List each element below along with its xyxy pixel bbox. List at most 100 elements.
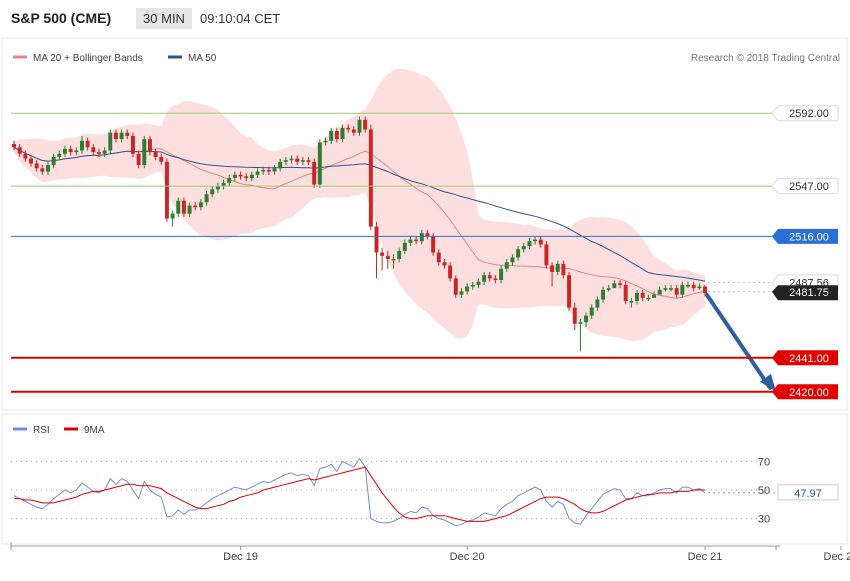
candle-body: [34, 163, 39, 169]
candle-body: [425, 233, 430, 237]
candles: [12, 116, 707, 352]
candle-body: [431, 236, 436, 253]
level-label-1: 2547.00: [789, 181, 829, 193]
candle-body: [221, 182, 226, 187]
candle-body: [323, 140, 328, 143]
candle-body: [391, 259, 396, 261]
candle-body: [261, 169, 266, 172]
level-label-box-2: [772, 228, 838, 244]
candle-body: [436, 252, 441, 263]
candle-body: [680, 284, 685, 295]
projection-arrow: [705, 293, 772, 390]
rsi-level-label-0: 70: [758, 456, 770, 468]
candle-body: [510, 257, 515, 263]
ma20-legend-label: MA 20 + Bollinger Bands: [33, 53, 143, 64]
candle-body: [408, 239, 413, 243]
candle-body: [238, 174, 243, 177]
candle-body: [283, 160, 288, 162]
candle-body: [629, 301, 634, 303]
candle-body: [419, 233, 424, 242]
candle-body: [652, 294, 657, 298]
candle-body: [487, 275, 492, 279]
level-label-box-6: [772, 384, 838, 400]
candle-body: [17, 147, 22, 154]
header-time: 09:10:04 CET: [200, 11, 280, 26]
rsi-level-label-2: 30: [758, 514, 770, 526]
ma9-line: [14, 466, 705, 522]
candle-body: [368, 129, 373, 227]
candle-body: [448, 265, 453, 279]
candle-body: [533, 239, 538, 242]
candle-body: [618, 283, 623, 285]
candle-body: [663, 288, 668, 290]
candle-body: [176, 200, 181, 214]
candle-body: [136, 153, 141, 166]
candle-body: [584, 315, 589, 323]
candle-body: [272, 168, 277, 172]
candle-body: [68, 148, 73, 153]
candle-body: [555, 263, 560, 272]
level-label-5: 2441.00: [789, 353, 829, 365]
candle-body: [29, 158, 33, 164]
x-tick-label-0: Dec 19: [223, 551, 258, 563]
candle-body: [686, 284, 690, 287]
candle-body: [453, 278, 458, 295]
candle-body: [380, 252, 385, 256]
candle-body: [130, 135, 135, 154]
rsi-current-label: 47.97: [794, 488, 822, 500]
level-label-4: 2481.75: [789, 287, 829, 299]
candle-body: [504, 262, 509, 269]
timeframe-badge[interactable]: [136, 8, 192, 29]
candle-body: [459, 291, 464, 295]
projection-arrowhead: [760, 373, 776, 392]
candle-body: [102, 150, 107, 154]
candle-body: [465, 286, 470, 292]
candle-body: [266, 169, 271, 172]
candle-body: [96, 152, 101, 154]
level-label-box-1: [771, 178, 839, 195]
candle-body: [159, 156, 164, 162]
candle-body: [589, 307, 594, 316]
candle-body: [12, 144, 16, 148]
candle-body: [79, 140, 84, 151]
candle-body: [493, 278, 498, 281]
candle-body: [606, 288, 611, 290]
candle-body: [703, 286, 707, 294]
timeframe-label: 30 MIN: [143, 11, 185, 26]
x-tick-label-1: Dec 20: [450, 551, 485, 563]
candle-body: [516, 249, 521, 258]
candle-body: [317, 142, 322, 185]
candle-body: [312, 161, 317, 185]
candle-body: [340, 127, 345, 140]
candle-body: [153, 152, 158, 157]
candle-body: [300, 160, 305, 162]
rsi-current-box: [777, 484, 839, 501]
candle-body: [612, 283, 617, 289]
candle-body: [567, 275, 572, 308]
rsi-chart: 70 50 30 47.97: [11, 456, 839, 527]
candle-body: [244, 176, 249, 179]
candle-body: [476, 281, 481, 285]
candle-body: [40, 168, 45, 172]
x-axis: Dec 19 Dec 20 Dec 21 Dec 22: [10, 542, 850, 563]
candle-body: [255, 171, 260, 175]
candle-body: [521, 246, 526, 250]
candle-body: [346, 127, 351, 130]
ma9-legend-label: 9MA: [84, 425, 105, 436]
candle-body: [147, 139, 152, 153]
bollinger-band: [14, 68, 705, 341]
candle-body: [601, 289, 606, 300]
candle-body: [289, 158, 294, 161]
candle-body: [640, 293, 645, 298]
candle-body: [227, 178, 232, 183]
candle-body: [170, 213, 175, 219]
candle-body: [142, 139, 147, 166]
candle-body: [23, 153, 28, 159]
rsi-level-label-1: 50: [758, 485, 770, 497]
level-label-box-0: [771, 105, 839, 122]
candle-body: [74, 150, 79, 153]
price-chart: [12, 68, 776, 392]
candle-body: [51, 156, 56, 166]
candle-body: [113, 132, 118, 140]
